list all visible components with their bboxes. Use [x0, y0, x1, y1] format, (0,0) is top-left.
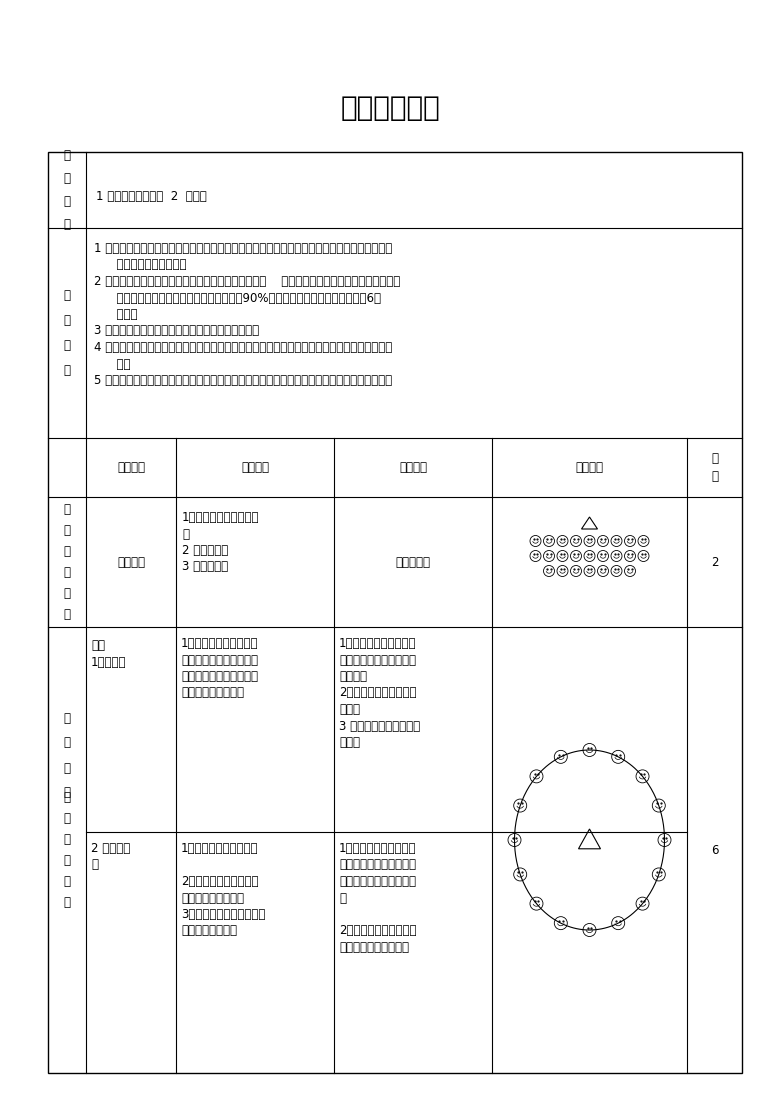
Text: 1、教师拍球，掌握节奏: 1、教师拍球，掌握节奏 [181, 842, 258, 855]
Text: 1、以球的上下运动为参: 1、以球的上下运动为参 [339, 842, 417, 855]
Text: 以及手脚的协调性: 以及手脚的协调性 [181, 924, 237, 938]
Text: 1体育委员整队，报告人: 1体育委员整队，报告人 [182, 511, 260, 524]
Text: 3 、简要说明移动方法的: 3 、简要说明移动方法的 [339, 719, 420, 732]
Text: 教
材
内
容: 教 材 内 容 [63, 149, 70, 231]
Text: 1 运动参与：通过尝试、合作、探究、小团体教学模式，培养学生积极参加排球运动的兴趣，并: 1 运动参与：通过尝试、合作、探究、小团体教学模式，培养学生积极参加排球运动的兴… [94, 242, 392, 255]
Text: 学生活动: 学生活动 [399, 461, 427, 474]
Text: 扔球，使球自由弹落: 扔球，使球自由弹落 [181, 891, 244, 904]
Text: 示学生，使学生始终把教: 示学生，使学生始终把教 [181, 670, 258, 683]
Text: 1、找圆心: 1、找圆心 [91, 655, 126, 668]
Text: 3 身体健康：全面发展体能，提高身体的协调能力。: 3 身体健康：全面发展体能，提高身体的协调能力。 [94, 324, 259, 338]
Text: 重要性: 重要性 [339, 736, 360, 749]
Text: 节奏上下，或左右移动: 节奏上下，或左右移动 [339, 941, 409, 954]
Text: 2 看谁最协: 2 看谁最协 [91, 842, 130, 855]
Text: 趣。: 趣。 [94, 357, 130, 371]
Text: 激
发
兴
趣
阶
段: 激 发 兴 趣 阶 段 [63, 791, 70, 909]
Text: 时
间: 时 间 [711, 452, 718, 483]
Text: 6: 6 [711, 844, 718, 857]
Text: 1 排球正面双手垫球  2  弯道跑: 1 排球正面双手垫球 2 弯道跑 [96, 190, 207, 203]
Text: 1、教师站在圆心，左右: 1、教师站在圆心，左右 [181, 638, 258, 650]
Text: 向老师问好: 向老师问好 [395, 556, 431, 568]
Bar [48, 152, 742, 1073]
Text: 后半蹲: 后半蹲 [339, 703, 360, 716]
Text: 围成一个圆，通过找圆心: 围成一个圆，通过找圆心 [339, 653, 416, 666]
Text: 的一般原理，通过合作，进一步拓展，使90%的学生能在规范动作下连续垫球6个: 的一般原理，通过合作，进一步拓展，使90%的学生能在规范动作下连续垫球6个 [94, 291, 381, 304]
Text: 教学内容: 教学内容 [117, 461, 145, 474]
Text: 2 运动技能：认识排球垫球在排球运动中的作用，初步    掌握排球正面双手垫球的技术、弯道跑: 2 运动技能：认识排球垫球在排球运动中的作用，初步 掌握排球正面双手垫球的技术、… [94, 275, 400, 288]
Text: 或者前后移动。用手势指: 或者前后移动。用手势指 [181, 653, 258, 666]
Text: 以上。: 以上。 [94, 308, 137, 321]
Text: 数: 数 [182, 527, 189, 540]
Text: 3、强调调身体的协调性，: 3、强调调身体的协调性， [181, 908, 265, 921]
Text: 师放在圆心的位置上: 师放在圆心的位置上 [181, 686, 244, 699]
Text: 2、教师先拍球，后改为: 2、教师先拍球，后改为 [181, 875, 258, 888]
Text: 引
起
注
意
阶
段: 引 起 注 意 阶 段 [63, 503, 70, 621]
Text: 调: 调 [91, 858, 98, 871]
Text: 游戏: 游戏 [91, 639, 105, 652]
Text: 2、由快到慢，先直立，: 2、由快到慢，先直立， [339, 686, 417, 699]
Text: 4 心理健康：在活动中，充分展示自己的运动才能，激发学生学习情绪，在运动中体验成功的乐: 4 心理健康：在活动中，充分展示自己的运动才能，激发学生学习情绪，在运动中体验成… [94, 341, 392, 354]
Text: 2 向学生问好: 2 向学生问好 [182, 544, 229, 557]
Text: 教
学
过
程: 教 学 过 程 [63, 711, 70, 800]
Text: 教师活动: 教师活动 [241, 461, 269, 474]
Text: 照物，学生从半蹲姿势开: 照物，学生从半蹲姿势开 [339, 858, 416, 871]
Text: 主动投入到活动中去。: 主动投入到活动中去。 [94, 258, 186, 271]
Text: 3 安排见习生: 3 安排见习生 [182, 560, 228, 574]
Text: 组织队形: 组织队形 [576, 461, 604, 474]
Text: 5 社会适应：培养学生良好的合作精神，表现出良好的团队意识和行为，体验合作学习的快乐。: 5 社会适应：培养学生良好的合作精神，表现出良好的团队意识和行为，体验合作学习的… [94, 374, 392, 387]
Text: 下: 下 [339, 891, 346, 904]
Text: 2: 2 [711, 556, 718, 568]
Text: 1、全体学生手握绳子，: 1、全体学生手握绳子， [339, 638, 417, 650]
Text: 2、学生随着教师扔球的: 2、学生随着教师扔球的 [339, 924, 417, 938]
Text: 始，随球上人上，球下人: 始，随球上人上，球下人 [339, 875, 416, 888]
Text: 教
学
目
标: 教 学 目 标 [63, 289, 70, 377]
Text: 课堂常规: 课堂常规 [117, 556, 145, 568]
Text: 体育课程教案: 体育课程教案 [340, 94, 440, 122]
Text: 不断移动: 不断移动 [339, 670, 367, 683]
